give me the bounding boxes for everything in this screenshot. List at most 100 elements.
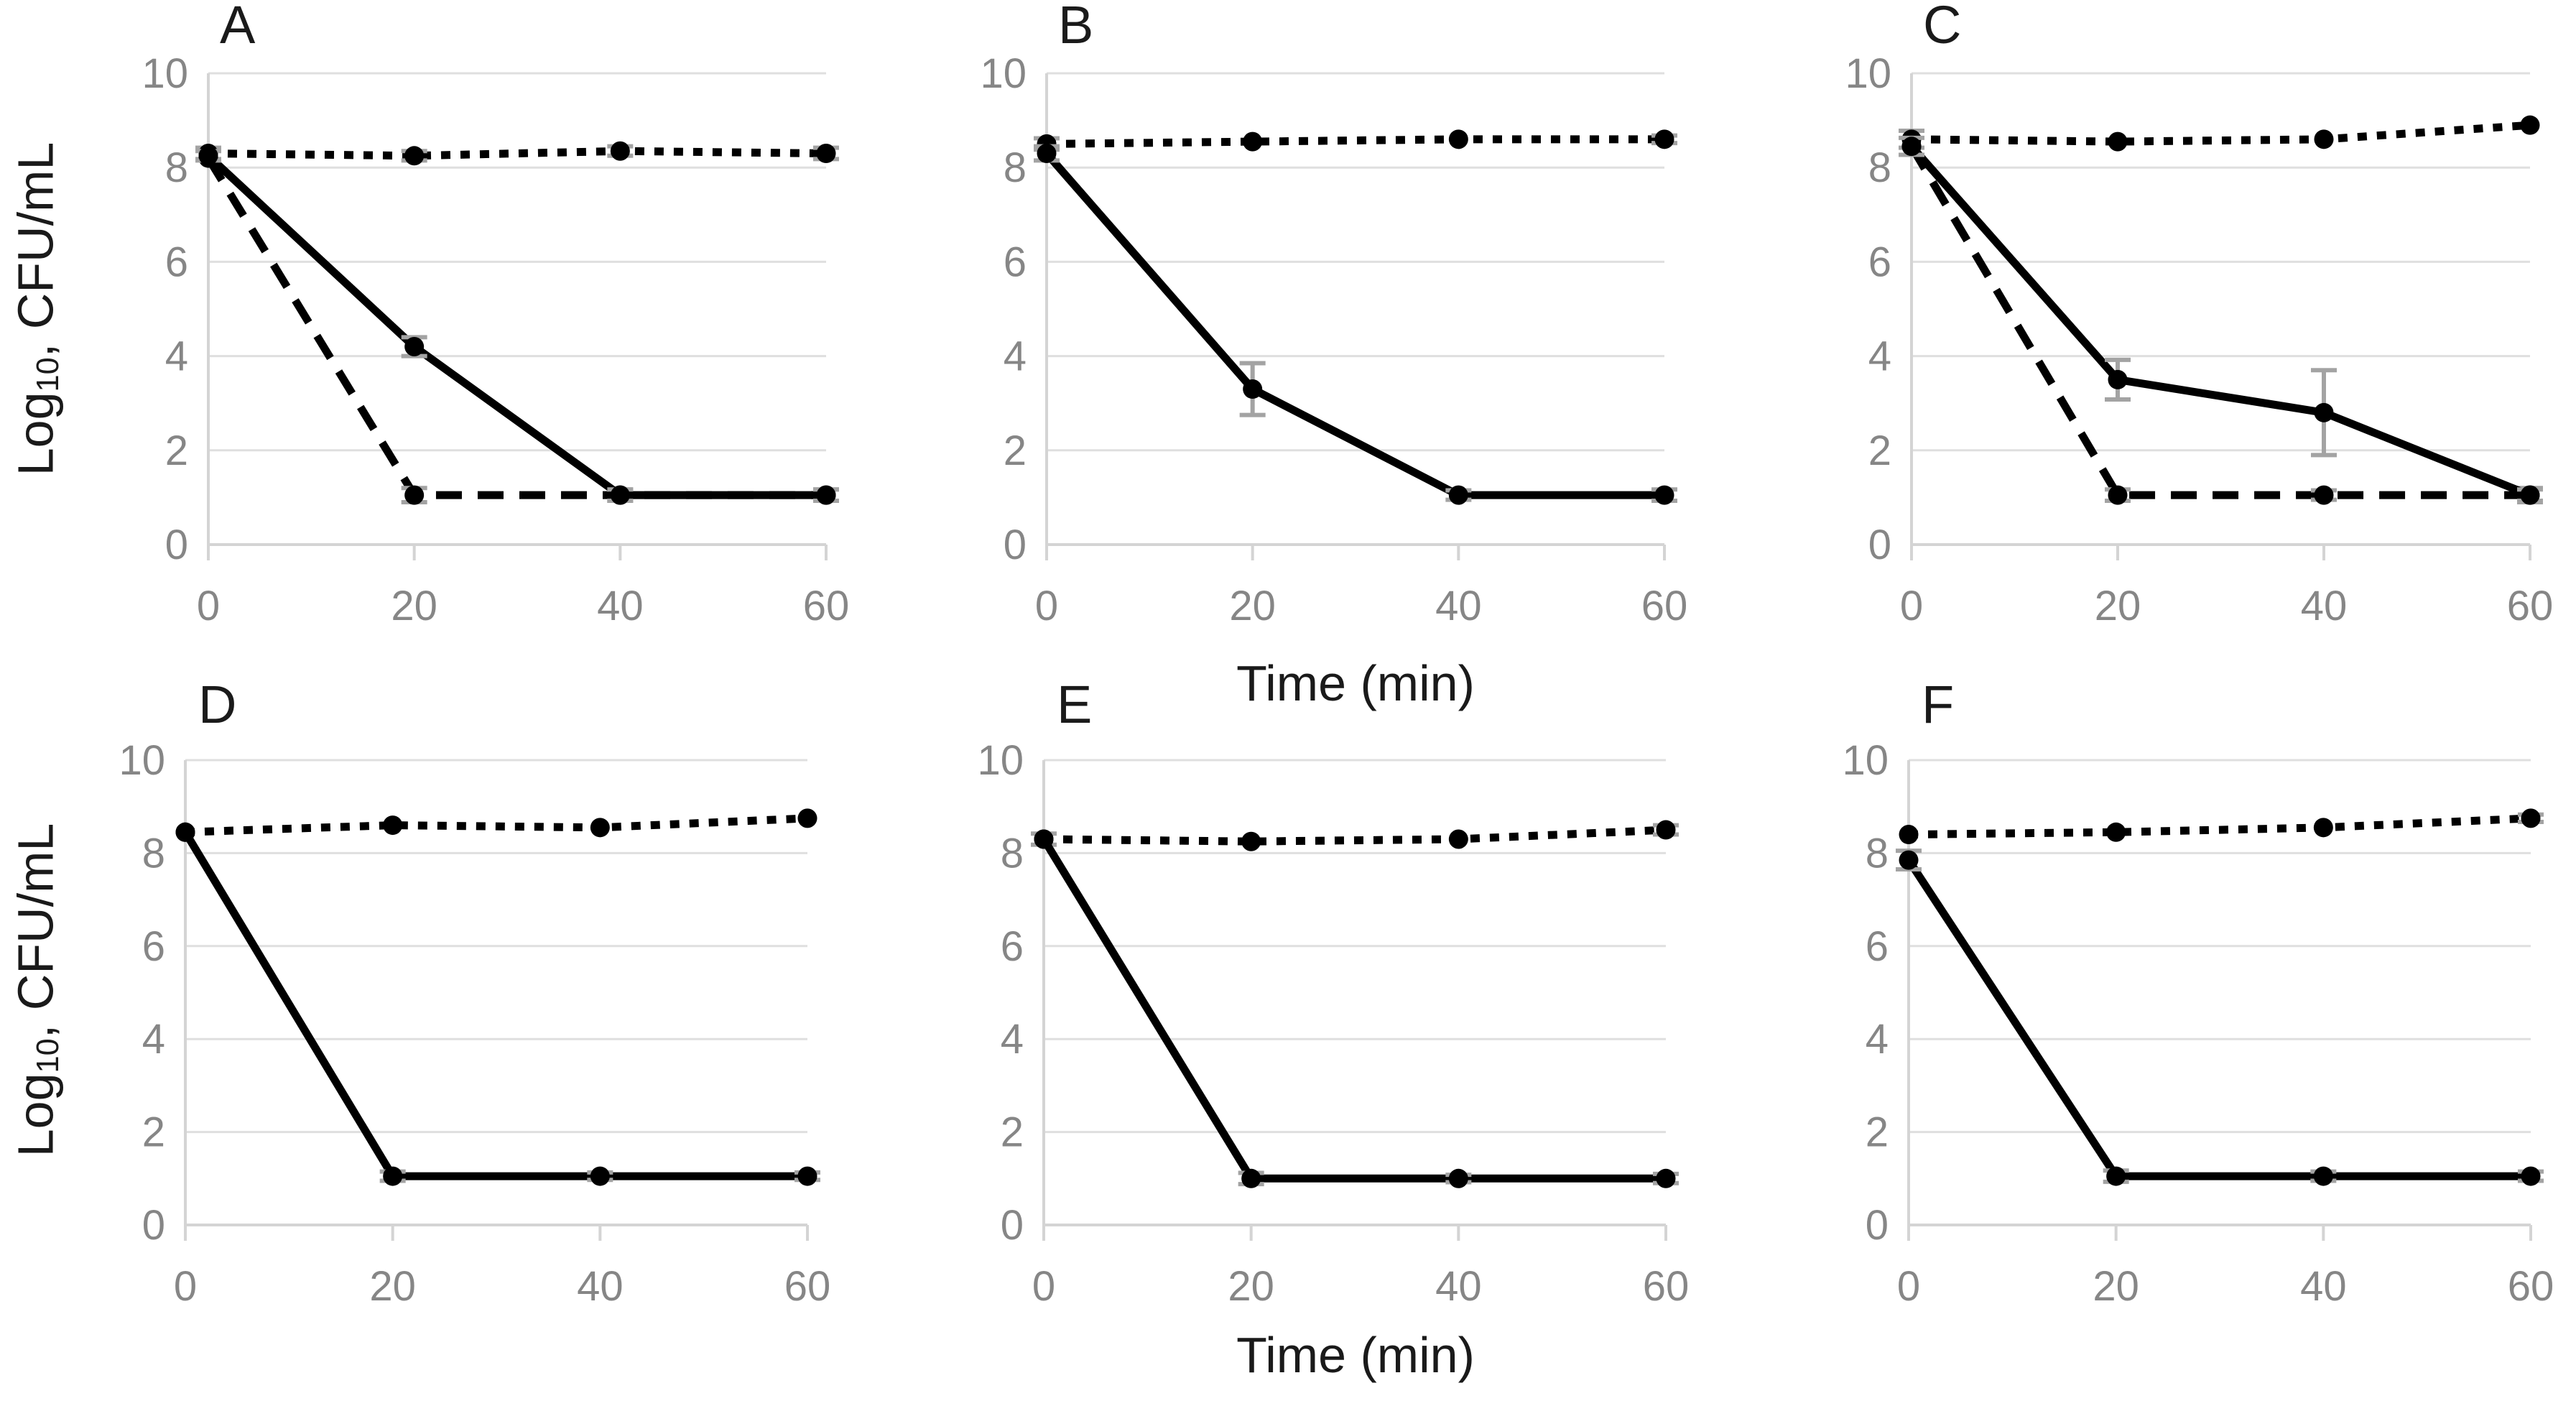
gridlines: [1044, 759, 1666, 1134]
svg-text:0: 0: [1868, 522, 1891, 568]
gridlines: [1909, 759, 2531, 1134]
panel-label-c: C: [1923, 0, 1962, 55]
panel-label-a: A: [220, 0, 256, 55]
tick-labels: 0 2 4 6 8 10 0 20 40 60: [142, 50, 849, 629]
svg-text:40: 40: [1435, 1263, 1482, 1310]
panel-label-b: B: [1058, 0, 1094, 55]
svg-text:60: 60: [1641, 583, 1688, 629]
svg-text:0: 0: [1004, 522, 1027, 568]
svg-text:40: 40: [597, 583, 644, 629]
y-axis-label-subscript: 10: [31, 1038, 66, 1073]
y-axis-label-subscript: 10: [31, 357, 66, 392]
series-dotted: [1899, 808, 2544, 845]
tick-labels: 0 2 4 6 8 10 0 20 40 60: [980, 50, 1687, 629]
svg-text:10: 10: [980, 50, 1027, 97]
svg-text:60: 60: [2507, 583, 2554, 629]
series-solid: [175, 822, 820, 1186]
panel-label-f: F: [1922, 675, 1955, 734]
series-dotted: [195, 141, 839, 166]
svg-text:0: 0: [197, 583, 220, 629]
svg-text:6: 6: [1004, 239, 1027, 285]
svg-text:60: 60: [2508, 1263, 2554, 1310]
series-solid: [195, 146, 839, 505]
series-solid: [1899, 135, 2543, 505]
svg-text:60: 60: [1643, 1263, 1690, 1310]
y-axis-label-pre: Log: [7, 1073, 64, 1157]
svg-text:8: 8: [1868, 144, 1891, 191]
tick-labels: 0 2 4 6 8 10 0 20 40 60: [119, 737, 830, 1310]
series-dotted: [1034, 129, 1677, 154]
svg-text:0: 0: [142, 1202, 165, 1249]
svg-text:10: 10: [977, 737, 1024, 784]
svg-text:8: 8: [1866, 830, 1889, 877]
panel-label-e: E: [1057, 675, 1093, 734]
tick-labels: 0 2 4 6 8 10 0 20 40 60: [977, 737, 1689, 1310]
y-axis-label-row2: Log10, CFU/mL: [7, 823, 66, 1157]
svg-text:8: 8: [1001, 830, 1024, 877]
svg-text:4: 4: [165, 333, 188, 380]
svg-text:40: 40: [2301, 583, 2348, 629]
svg-text:2: 2: [142, 1109, 165, 1156]
series-solid: [1034, 144, 1677, 505]
svg-text:0: 0: [1032, 1263, 1055, 1310]
y-axis-label-pre: Log: [7, 392, 64, 476]
series-solid: [1034, 829, 1679, 1188]
svg-text:0: 0: [1897, 1263, 1920, 1310]
svg-text:10: 10: [142, 50, 188, 97]
y-axis-label-row1: Log10, CFU/mL: [7, 142, 66, 476]
svg-text:0: 0: [1035, 583, 1058, 629]
svg-text:6: 6: [1868, 239, 1891, 285]
svg-text:10: 10: [119, 737, 165, 784]
svg-text:4: 4: [142, 1016, 165, 1063]
svg-text:40: 40: [577, 1263, 624, 1310]
svg-text:4: 4: [1866, 1016, 1889, 1063]
svg-text:2: 2: [1004, 427, 1027, 474]
svg-text:4: 4: [1004, 333, 1027, 380]
svg-text:6: 6: [142, 923, 165, 970]
svg-text:20: 20: [369, 1263, 416, 1310]
series-solid: [1896, 849, 2544, 1186]
svg-text:0: 0: [1001, 1202, 1024, 1249]
svg-text:60: 60: [784, 1263, 831, 1310]
svg-text:2: 2: [1866, 1109, 1889, 1156]
svg-text:20: 20: [2093, 1263, 2139, 1310]
svg-text:10: 10: [1842, 737, 1889, 784]
x-axis-label-row1: Time (min): [1236, 655, 1475, 711]
gridlines: [185, 759, 807, 1134]
svg-text:6: 6: [165, 239, 188, 285]
svg-text:6: 6: [1866, 923, 1889, 970]
svg-text:20: 20: [391, 583, 437, 629]
svg-text:20: 20: [1229, 583, 1276, 629]
svg-text:60: 60: [803, 583, 850, 629]
svg-text:4: 4: [1868, 333, 1891, 380]
svg-text:0: 0: [165, 522, 188, 568]
svg-text:8: 8: [142, 830, 165, 877]
svg-text:40: 40: [1435, 583, 1482, 629]
tick-labels: 0 2 4 6 8 10 0 20 40 60: [1842, 737, 2554, 1310]
svg-text:0: 0: [1866, 1202, 1889, 1249]
tick-labels: 0 2 4 6 8 10 0 20 40 60: [1845, 50, 2553, 629]
svg-text:2: 2: [165, 427, 188, 474]
gridlines: [1047, 72, 1664, 452]
svg-text:40: 40: [2300, 1263, 2347, 1310]
svg-text:0: 0: [174, 1263, 197, 1310]
svg-text:4: 4: [1001, 1016, 1024, 1063]
svg-text:10: 10: [1845, 50, 1891, 97]
y-axis-label-post: , CFU/mL: [7, 823, 64, 1039]
panel-label-d: D: [198, 675, 237, 734]
svg-text:8: 8: [1004, 144, 1027, 191]
x-axis-label-row2: Time (min): [1236, 1327, 1475, 1383]
gridlines: [208, 72, 826, 452]
svg-text:20: 20: [2095, 583, 2141, 629]
svg-text:6: 6: [1001, 923, 1024, 970]
svg-text:0: 0: [1900, 583, 1923, 629]
svg-text:8: 8: [165, 144, 188, 191]
svg-text:20: 20: [1228, 1263, 1274, 1310]
